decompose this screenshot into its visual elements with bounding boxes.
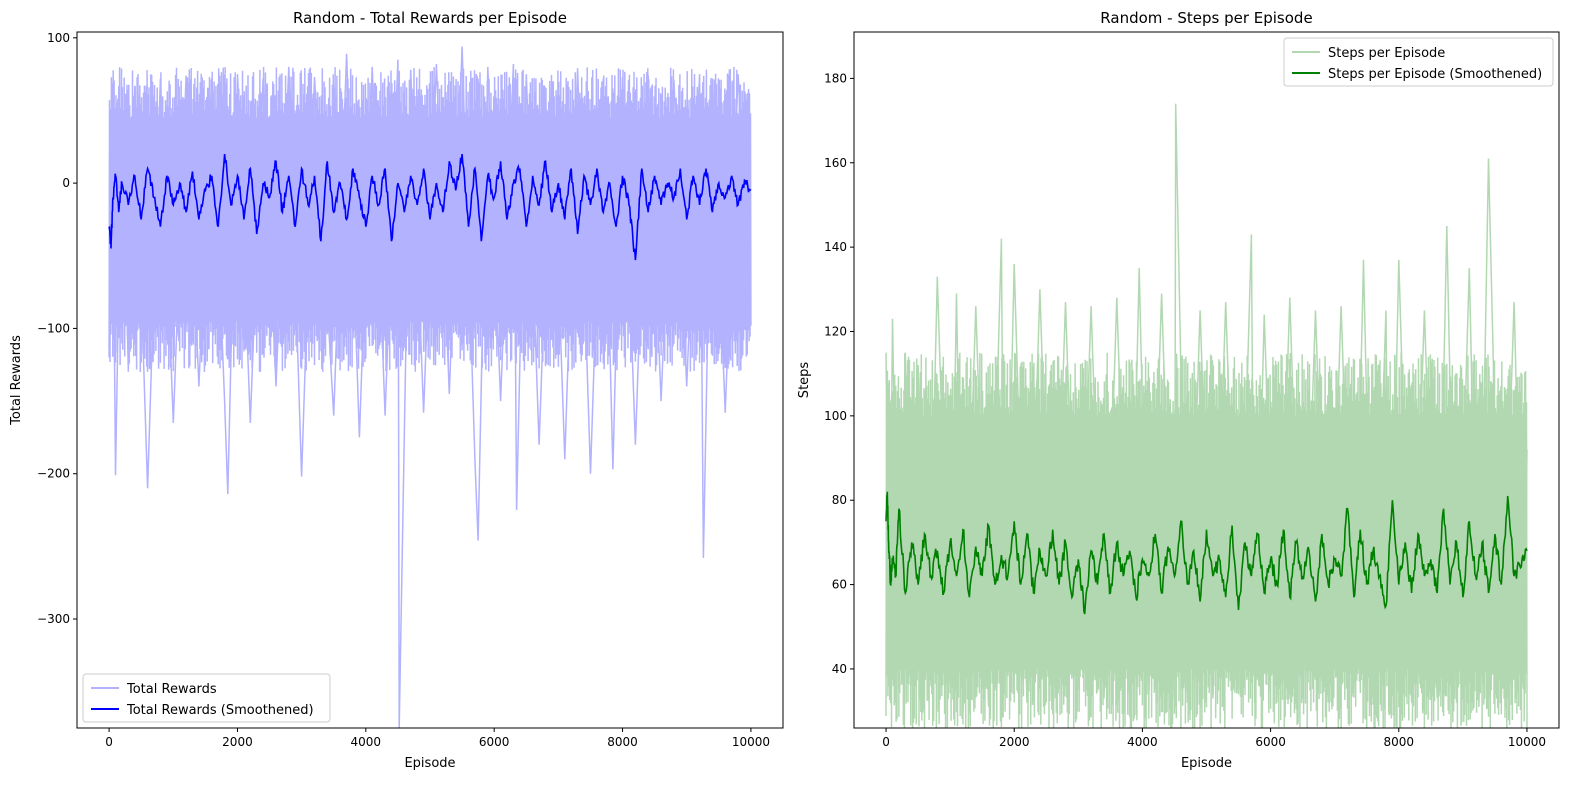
y-tick-label: 160	[824, 156, 847, 170]
y-tick-label: −200	[37, 467, 70, 481]
y-tick-label: −100	[37, 321, 70, 335]
x-tick-label: 8000	[607, 735, 638, 749]
legend-label: Steps per Episode	[1328, 46, 1445, 61]
y-tick-label: 140	[824, 240, 847, 254]
x-tick-label: 10000	[1508, 735, 1546, 749]
x-tick-label: 2000	[999, 735, 1030, 749]
x-tick-label: 0	[105, 735, 113, 749]
legend-box	[1283, 37, 1554, 87]
x-tick-label: 2000	[222, 735, 253, 749]
y-axis-label: Total Rewards	[9, 335, 24, 426]
x-tick-label: 0	[882, 735, 890, 749]
y-tick-label: 60	[832, 578, 847, 592]
x-tick-label: 6000	[1255, 735, 1286, 749]
x-tick-label: 6000	[479, 735, 510, 749]
legend-box	[82, 673, 331, 723]
legend-label: Total Rewards	[126, 682, 217, 697]
y-tick-label: 120	[824, 324, 847, 338]
legend: Total Rewards Total Rewards (Smoothened)	[82, 673, 331, 723]
x-axis-label: Episode	[404, 756, 455, 771]
y-tick-label: 180	[824, 71, 847, 85]
y-tick-label: 100	[824, 409, 847, 423]
series-line-smoothed	[885, 491, 1528, 615]
y-tick-label: 100	[47, 31, 70, 45]
y-tick-label: 0	[62, 176, 70, 190]
series-line-raw	[885, 103, 1528, 716]
x-tick-label: 10000	[732, 735, 770, 749]
chart-title: Random - Steps per Episode	[1100, 9, 1312, 27]
x-axis-label: Episode	[1181, 756, 1232, 771]
legend-label: Steps per Episode (Smoothened)	[1328, 67, 1542, 82]
series-line-smoothed	[108, 154, 752, 261]
y-tick-label: −300	[37, 612, 70, 626]
plot-area	[885, 103, 1528, 728]
y-tick-label: 40	[832, 662, 847, 676]
series-line-raw	[108, 46, 752, 728]
legend-label: Total Rewards (Smoothened)	[126, 703, 314, 718]
steps-chart: 0 2000 4000 6000 8000 10000 40 60 80 100 120 140 160…	[797, 9, 1560, 771]
y-tick-label: 80	[832, 493, 847, 507]
legend: Steps per Episode Steps per Episode (Smoo…	[1283, 37, 1554, 87]
plot-area	[108, 46, 752, 728]
axes-frame	[853, 31, 1560, 729]
y-axis-label: Steps	[797, 362, 812, 399]
x-tick-label: 4000	[351, 735, 382, 749]
x-tick-label: 4000	[1127, 735, 1158, 749]
chart-title: Random - Total Rewards per Episode	[293, 9, 567, 27]
rewards-chart: 0 2000 4000 6000 8000 10000 −300 −200 −100 0 100 Ra…	[9, 9, 784, 771]
x-tick-label: 8000	[1383, 735, 1414, 749]
axes-frame	[76, 31, 784, 729]
